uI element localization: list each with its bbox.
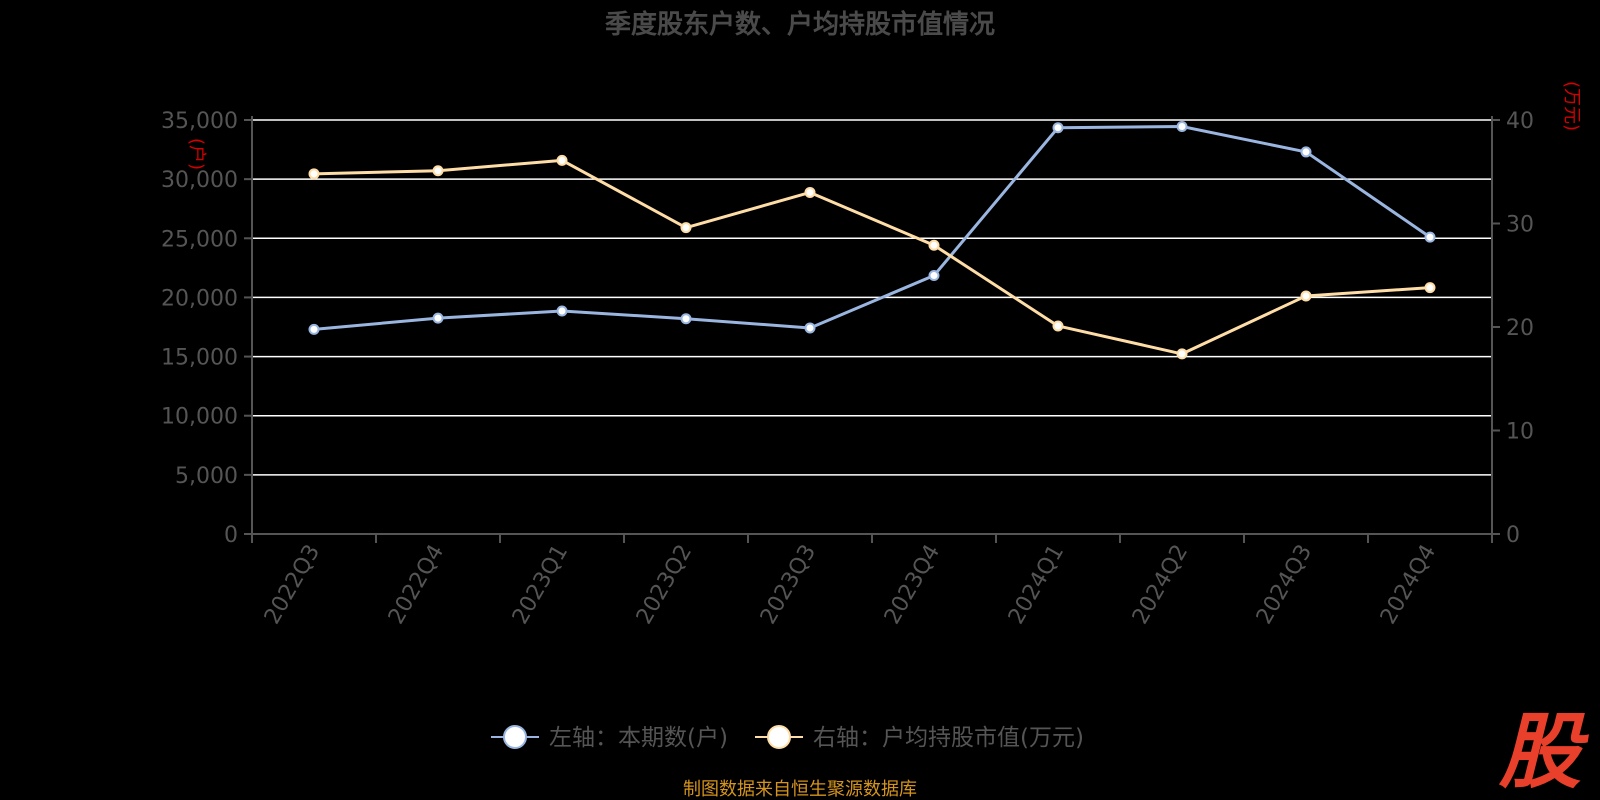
- x-axis-tick-label: 2022Q4: [384, 541, 449, 629]
- series-lines: [308, 121, 1436, 360]
- left-axis-tick-label: 0: [224, 523, 238, 548]
- data-point[interactable]: [1424, 282, 1436, 294]
- legend: 左轴：本期数(户) 右轴：户均持股市值(万元): [491, 725, 1084, 751]
- data-point[interactable]: [1300, 290, 1312, 302]
- series-line: [313, 125, 1431, 331]
- left-axis-tick-label: 15,000: [161, 346, 238, 371]
- legend-label-left-series: 左轴：本期数(户): [549, 725, 728, 751]
- x-axis-tick-label: 2024Q4: [1376, 541, 1441, 629]
- data-point[interactable]: [1176, 348, 1188, 360]
- data-point[interactable]: [804, 322, 816, 334]
- data-point[interactable]: [556, 305, 568, 317]
- data-point[interactable]: [1176, 121, 1188, 133]
- data-point[interactable]: [928, 239, 940, 251]
- right-axis-tick-label: 0: [1506, 523, 1520, 548]
- x-axis-tick-label: 2023Q4: [880, 541, 945, 629]
- legend-item-left-series[interactable]: 左轴：本期数(户): [491, 725, 728, 751]
- watermark-logo: 股: [1498, 705, 1589, 800]
- source-note: 制图数据来自恒生聚源数据库: [683, 779, 917, 800]
- left-axis-tick-label: 10,000: [161, 405, 238, 430]
- right-axis-tick-label: 10: [1506, 420, 1534, 445]
- right-axis-unit: (万元): [1561, 81, 1582, 131]
- left-axis-tick-label: 5,000: [175, 464, 238, 489]
- left-axis-tick-label: 20,000: [161, 286, 238, 311]
- data-point[interactable]: [1052, 122, 1064, 134]
- data-point[interactable]: [432, 165, 444, 177]
- right-axis-tick-label: 20: [1506, 316, 1534, 341]
- data-point[interactable]: [680, 313, 692, 325]
- x-axis-ticks: 2022Q3 2022Q4 2023Q1 2023Q2 2023Q3 2023Q4 2024…: [260, 541, 1441, 629]
- data-point[interactable]: [680, 222, 692, 234]
- legend-label-right-series: 右轴：户均持股市值(万元): [813, 725, 1084, 751]
- data-point[interactable]: [432, 312, 444, 324]
- left-axis-ticks: 0 5,000 10,000 15,000 20,000 25,000 30,000 35,0…: [161, 109, 252, 548]
- legend-item-right-series[interactable]: 右轴：户均持股市值(万元): [755, 725, 1084, 751]
- chart-title: 季度股东户数、户均持股市值情况: [605, 9, 995, 40]
- x-axis-tick-label: 2023Q2: [632, 541, 697, 629]
- axes: [251, 116, 1493, 543]
- data-point[interactable]: [804, 186, 816, 198]
- x-axis-tick-label: 2024Q2: [1128, 541, 1193, 629]
- data-point[interactable]: [1424, 231, 1436, 243]
- right-axis-ticks: 0 10 20 30 40: [1492, 109, 1534, 548]
- right-axis-tick-label: 30: [1506, 213, 1534, 238]
- right-axis-tick-label: 40: [1506, 109, 1534, 134]
- left-axis-tick-label: 30,000: [161, 168, 238, 193]
- data-point[interactable]: [928, 270, 940, 282]
- legend-swatch-marker: [503, 725, 527, 749]
- grid-lines: [252, 119, 1492, 476]
- x-axis-tick-label: 2023Q3: [756, 541, 821, 629]
- x-axis-tick-label: 2022Q3: [260, 541, 325, 629]
- legend-swatch-marker: [767, 725, 791, 749]
- left-axis-tick-label: 35,000: [161, 109, 238, 134]
- left-axis-unit: (户): [186, 138, 207, 170]
- data-point[interactable]: [1300, 146, 1312, 158]
- data-point[interactable]: [556, 154, 568, 166]
- data-point[interactable]: [1052, 320, 1064, 332]
- left-axis-tick-label: 25,000: [161, 227, 238, 252]
- x-axis-tick-label: 2023Q1: [508, 541, 573, 629]
- x-axis-tick-label: 2024Q3: [1252, 541, 1317, 629]
- data-point[interactable]: [308, 323, 320, 335]
- series-line: [313, 158, 1431, 356]
- data-point[interactable]: [308, 168, 320, 180]
- x-axis-tick-label: 2024Q1: [1004, 541, 1069, 629]
